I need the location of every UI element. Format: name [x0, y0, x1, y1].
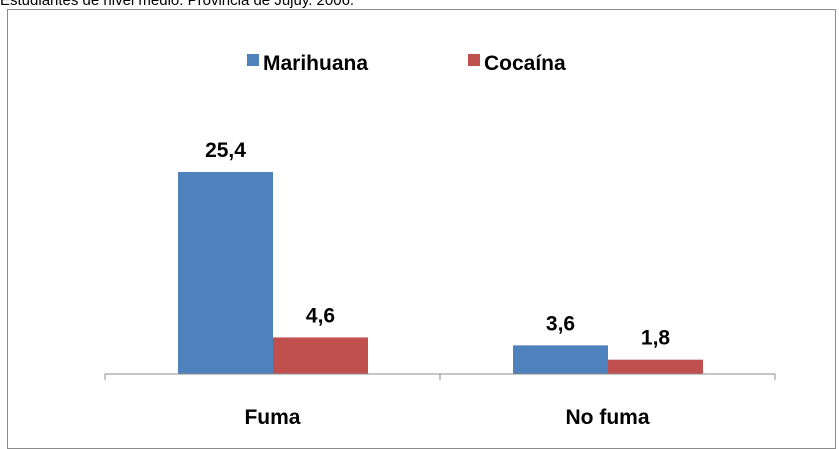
- legend-swatch-marihuana: [247, 54, 259, 66]
- bars-group: 25,4 4,6 3,6 1,8: [178, 139, 703, 374]
- legend-label-marihuana: Marihuana: [263, 52, 368, 75]
- data-label-marihuana-fuma: 25,4: [205, 139, 246, 162]
- legend-swatch-cocaina: [468, 54, 480, 66]
- x-tick-label-fuma: Fuma: [244, 406, 300, 429]
- legend-label-cocaina: Cocaína: [484, 52, 566, 75]
- x-axis: Fuma No fuma: [105, 374, 775, 429]
- bar-cocaina-fuma: [273, 337, 368, 374]
- bar-marihuana-fuma: [178, 172, 273, 374]
- bar-marihuana-no-fuma: [513, 345, 608, 374]
- legend: Marihuana Cocaína: [247, 52, 566, 75]
- data-label-cocaina-no-fuma: 1,8: [641, 327, 671, 350]
- x-tick-label-no-fuma: No fuma: [566, 406, 650, 429]
- bar-cocaina-no-fuma: [608, 360, 703, 374]
- data-label-marihuana-no-fuma: 3,6: [546, 312, 575, 335]
- data-label-cocaina-fuma: 4,6: [306, 304, 335, 327]
